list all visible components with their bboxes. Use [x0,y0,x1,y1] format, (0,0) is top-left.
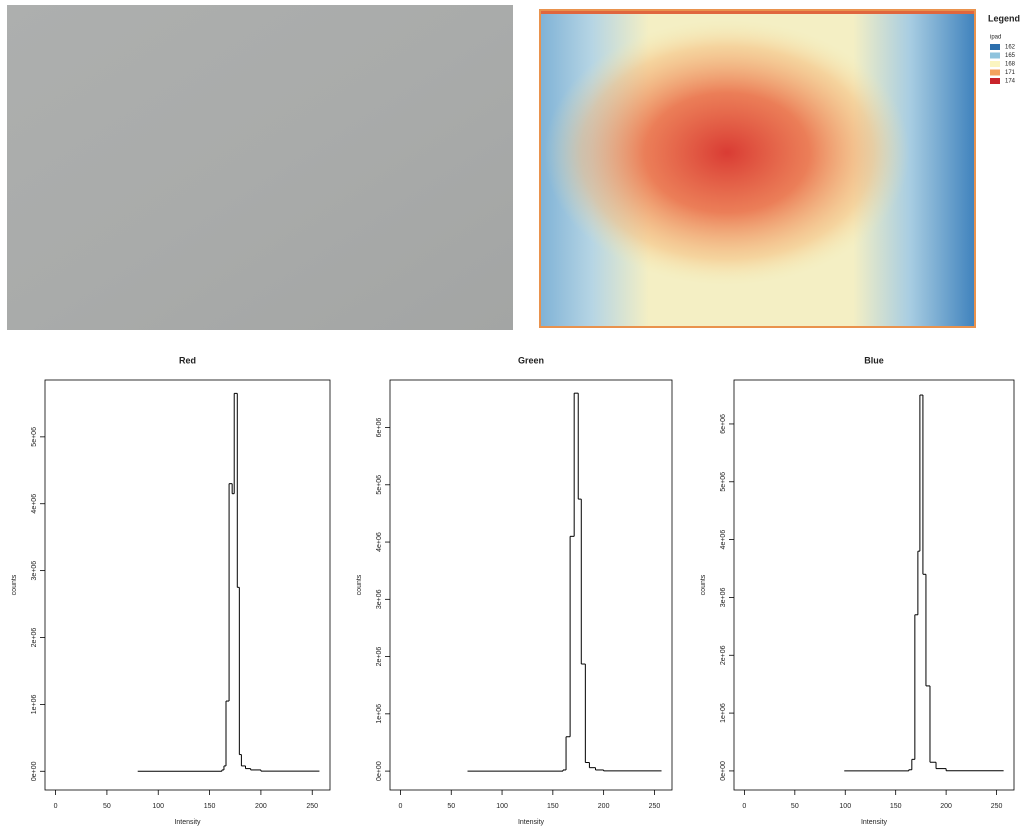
y-tick-label: 1e+06 [720,703,727,723]
legend-swatch [990,44,1000,50]
y-tick-label: 3e+06 [31,561,38,581]
x-tick-label: 100 [839,803,851,810]
y-tick-label: 1e+06 [376,704,383,724]
legend-label: 171 [1005,70,1016,76]
x-tick-label: 250 [991,803,1003,810]
y-axis-label: counts [700,574,707,595]
heatmap-edge [540,10,975,14]
legend-label: 168 [1005,62,1016,68]
y-tick-label: 6e+06 [720,414,727,434]
legend-swatch [990,52,1000,59]
y-tick-label: 5e+06 [31,427,38,447]
chart-title: Red [179,355,196,365]
legend-swatch [990,61,1000,67]
heatmap [539,9,976,328]
x-axis-label: Intensity [861,819,888,826]
y-axis-label: counts [11,574,18,595]
y-tick-label: 3e+06 [376,589,383,609]
legend-title: Legend [988,13,1020,23]
x-tick-label: 150 [890,803,902,810]
photo [7,5,513,330]
plot-box [733,379,1015,791]
chart-title: Blue [864,355,884,365]
x-tick-label: 250 [306,803,318,810]
x-tick-label: 100 [152,803,164,810]
x-axis-label: Intensity [174,819,201,826]
y-tick-label: 0e+00 [720,761,727,781]
plot-box [44,379,331,791]
legend-subtitle: ipad [990,35,1001,41]
legend-label: 174 [1005,79,1016,85]
y-tick-label: 0e+00 [31,761,38,781]
x-tick-label: 250 [649,803,661,810]
legend-swatch [990,78,1000,84]
x-tick-label: 200 [940,803,952,810]
x-tick-label: 150 [547,803,559,810]
x-tick-label: 200 [255,803,267,810]
legend-label: 165 [1005,53,1016,59]
heatmap-legend: Legend ipad [988,13,1020,40]
heatmap-hotspot [540,10,975,327]
x-tick-label: 200 [598,803,610,810]
heatmap-border [539,9,976,328]
chart-title: Green [518,355,544,365]
y-tick-label: 4e+06 [720,530,727,550]
x-tick-label: 150 [204,803,216,810]
y-tick-label: 3e+06 [720,588,727,608]
y-tick-label: 5e+06 [376,475,383,495]
y-tick-label: 2e+06 [376,647,383,667]
x-tick-label: 0 [54,803,58,810]
plot-box [389,379,673,791]
y-tick-label: 4e+06 [31,494,38,514]
legend-swatch [990,69,1000,76]
x-axis-label: Intensity [518,819,545,826]
y-tick-label: 5e+06 [720,472,727,492]
y-tick-label: 6e+06 [376,418,383,438]
legend-label: 162 [1005,45,1016,51]
x-tick-label: 50 [103,803,111,810]
x-tick-label: 0 [399,803,403,810]
y-tick-label: 2e+06 [720,645,727,665]
y-tick-label: 4e+06 [376,532,383,552]
x-tick-label: 50 [791,803,799,810]
x-tick-label: 0 [742,803,746,810]
y-tick-label: 2e+06 [31,628,38,648]
x-tick-label: 50 [447,803,455,810]
y-axis-label: counts [356,574,363,595]
y-tick-label: 0e+00 [376,761,383,781]
y-tick-label: 1e+06 [31,694,38,714]
x-tick-label: 100 [496,803,508,810]
